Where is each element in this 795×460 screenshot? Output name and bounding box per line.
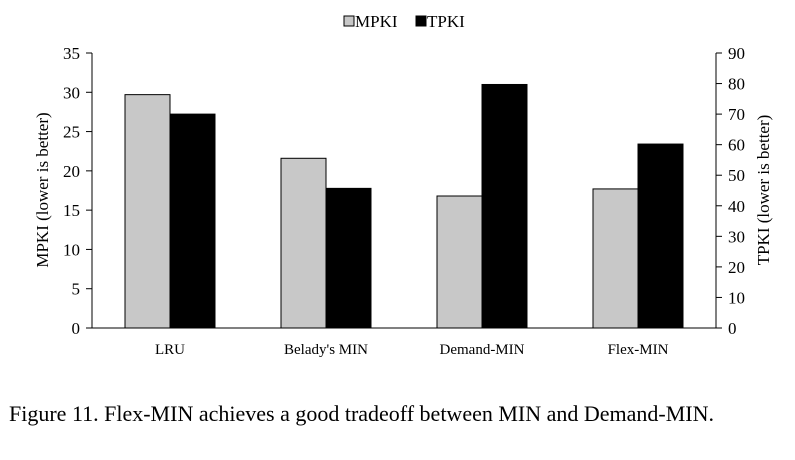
left-tick-label: 25	[63, 123, 80, 142]
legend-swatch-mpki	[343, 15, 355, 27]
right-y-axis: 0 10 20 30 40 50 60 70 80 90	[715, 44, 745, 338]
left-tick-label: 10	[63, 240, 80, 259]
right-tick-label: 70	[728, 105, 745, 124]
bar-mpki-2	[436, 195, 483, 329]
bar-chart: MPKI TPKI 0 5 10 15 20 25 30 35 0 10 20 30 40 50 60 70 8…	[33, 12, 773, 358]
right-tick-label: 50	[728, 166, 745, 185]
category-label: Belady's MIN	[284, 342, 368, 358]
right-tick-label: 10	[728, 288, 745, 307]
right-tick-label: 60	[728, 136, 745, 155]
legend: MPKI TPKI	[343, 12, 465, 31]
left-tick-label: 35	[63, 44, 80, 63]
category-label: Flex-MIN	[608, 342, 669, 358]
bar-tpki-0	[169, 113, 216, 329]
right-tick-label: 80	[728, 75, 745, 94]
left-y-axis: 0 5 10 15 20 25 30 35	[63, 44, 93, 338]
right-tick-label: 40	[728, 197, 745, 216]
x-axis: LRU Belady's MIN Demand-MIN Flex-MIN	[92, 327, 716, 358]
category-label: Demand-MIN	[440, 342, 525, 358]
bar-tpki-2	[481, 83, 528, 329]
left-tick-label: 20	[63, 162, 80, 181]
right-tick-label: 20	[728, 258, 745, 277]
right-tick-label: 0	[728, 319, 737, 338]
left-tick-label: 15	[63, 201, 80, 220]
left-tick-label: 5	[72, 280, 81, 299]
right-tick-label: 90	[728, 44, 745, 63]
bar-tpki-3	[637, 143, 684, 329]
legend-label-tpki: TPKI	[427, 12, 465, 31]
category-label: LRU	[155, 342, 185, 358]
left-tick-label: 30	[63, 83, 80, 102]
left-tick-label: 0	[72, 319, 81, 338]
bar-mpki-0	[124, 94, 171, 329]
legend-label-mpki: MPKI	[355, 12, 398, 31]
bar-mpki-1	[280, 157, 327, 329]
bars	[124, 83, 684, 329]
bar-tpki-1	[325, 187, 372, 329]
left-axis-label: MPKI (lower is better)	[33, 112, 52, 267]
right-tick-label: 30	[728, 227, 745, 246]
figure-caption: Figure 11. Flex-MIN achieves a good trad…	[9, 401, 715, 426]
bar-mpki-3	[592, 188, 639, 329]
right-axis-label: TPKI (lower is better)	[754, 115, 773, 266]
legend-swatch-tpki	[415, 15, 427, 27]
